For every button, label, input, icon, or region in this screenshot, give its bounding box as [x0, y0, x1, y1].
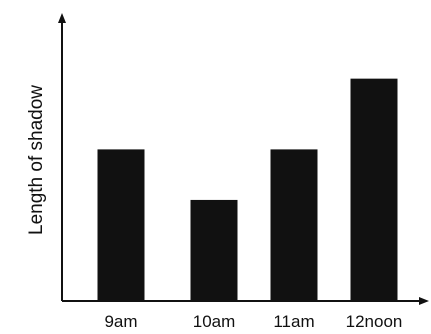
y-axis-label: Length of shadow — [26, 85, 47, 235]
x-tick-labels: 9am 10am 11am 12noon — [104, 312, 402, 331]
bar-12noon — [350, 78, 398, 302]
x-tick-label-10am: 10am — [193, 312, 236, 331]
bars-group — [97, 78, 398, 302]
x-tick-label-12noon: 12noon — [346, 312, 403, 331]
x-tick-label-11am: 11am — [273, 312, 314, 331]
bar-9am — [97, 149, 145, 301]
bar-11am — [270, 149, 318, 301]
x-tick-label-9am: 9am — [104, 312, 137, 331]
bar-10am — [190, 199, 238, 301]
